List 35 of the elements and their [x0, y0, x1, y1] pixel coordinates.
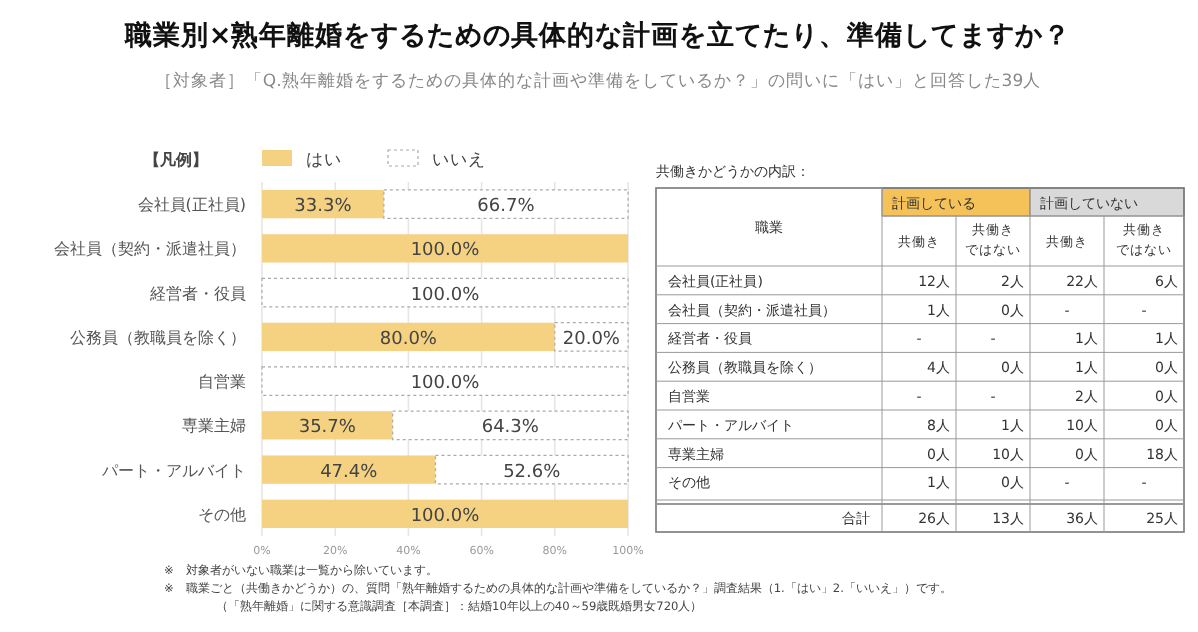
- y-tick-label: 専業主婦: [182, 417, 246, 436]
- data-label: 20.0%: [562, 329, 621, 350]
- bar: [434, 454, 629, 485]
- data-label: 64.3%: [481, 418, 540, 439]
- data-label: 80.0%: [379, 329, 438, 350]
- legend-label: いいえ: [432, 151, 486, 171]
- bar: [261, 366, 629, 396]
- bar: [262, 234, 628, 263]
- chart-subtitle: ［対象者］「Q.熟年離婚をするための具体的な計画や準備をしているか？」の問いに「はい」と回答した39人: [154, 70, 1042, 92]
- data-label: 47.4%: [320, 462, 379, 483]
- y-tick-label: 経営者・役員: [148, 284, 246, 303]
- legend-label: はい: [306, 151, 342, 171]
- data-label: 52.6%: [503, 462, 562, 483]
- bar: [392, 410, 629, 441]
- data-label: 100.0%: [410, 506, 481, 527]
- data-label: 35.7%: [298, 418, 357, 439]
- y-tick-label: 会社員(正社員): [137, 196, 246, 215]
- y-tick-label: その他: [198, 505, 246, 524]
- bar: [262, 322, 555, 352]
- data-label: 100.0%: [410, 241, 481, 262]
- y-tick-label: 会社員（契約・派遣社員）: [54, 240, 246, 259]
- chart-title: 職業別×熟年離婚をするための具体的な計画を立てたり、準備してますか？: [122, 18, 1072, 52]
- bar: [383, 189, 629, 219]
- bar: [261, 277, 629, 308]
- bar: [262, 411, 393, 440]
- data-label: 100.0%: [410, 285, 481, 306]
- legend-title: 【凡例】: [144, 151, 208, 169]
- data-label: 100.0%: [410, 374, 481, 395]
- data-label: 33.3%: [294, 197, 353, 218]
- bar: [262, 455, 436, 484]
- y-tick-label: パート・アルバイト: [100, 461, 246, 480]
- y-tick-label: 公務員（教職員を除く）: [70, 328, 246, 347]
- data-label: 66.7%: [477, 197, 536, 218]
- y-tick-label: 自営業: [198, 373, 246, 392]
- bar: [262, 499, 628, 529]
